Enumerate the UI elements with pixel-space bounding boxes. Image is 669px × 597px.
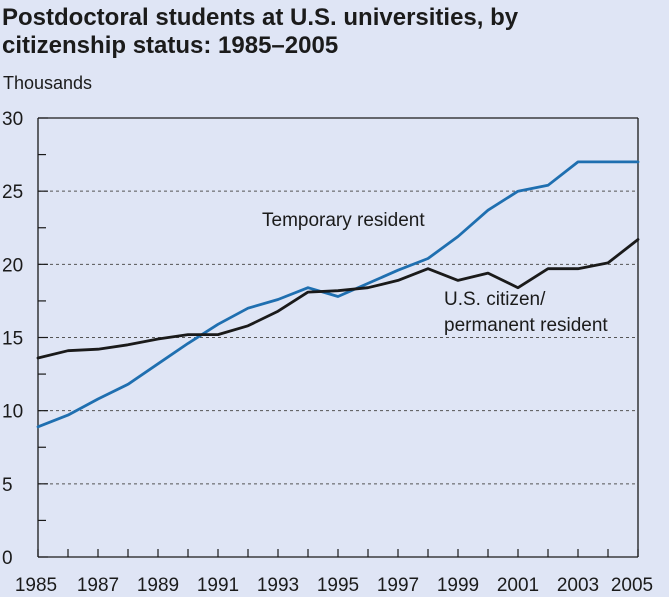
y-unit-label: Thousands (3, 73, 93, 93)
x-tick-label-1995: 1995 (317, 575, 359, 596)
series-annotation-temporary-resident-line-1: Temporary resident (262, 210, 425, 231)
y-tick-label-0: 0 (2, 548, 13, 569)
x-tick-label-2003: 2003 (557, 575, 599, 596)
x-tick-label-1999: 1999 (437, 575, 479, 596)
series-line-us-citizen-permanent-resident (36, 238, 640, 360)
axes (37, 117, 639, 558)
y-tick-label-5: 5 (2, 475, 13, 496)
chart-title: Postdoctoral students at U.S. universiti… (2, 4, 662, 60)
y-tick-label-10: 10 (2, 402, 23, 423)
x-tick-label-2001: 2001 (497, 575, 539, 596)
y-tick-label-30: 30 (2, 109, 23, 130)
series-annotations: Temporary resident U.S. citizen/permanent… (262, 210, 608, 336)
x-tick-label-1997: 1997 (377, 575, 419, 596)
grid-lines (38, 190, 638, 485)
y-tick-label-25: 25 (2, 182, 23, 203)
series-annotation-us-citizen-line-2: permanent resident (444, 315, 608, 336)
y-tick-label-20: 20 (2, 255, 23, 276)
x-tick-label-1985: 1985 (15, 575, 57, 596)
x-tick-label-1989: 1989 (137, 575, 179, 596)
chart-title-line-1: Postdoctoral students at U.S. universiti… (2, 4, 519, 31)
series-lines (36, 160, 640, 429)
series-line-temporary-resident (36, 160, 640, 429)
y-tick-label-15: 15 (2, 329, 23, 350)
x-tick-label-2005: 2005 (611, 575, 653, 596)
x-tick-label-1993: 1993 (257, 575, 299, 596)
series-annotation-us-citizen-line-1: U.S. citizen/ (444, 289, 546, 310)
chart-title-line-2: citizenship status: 1985–2005 (2, 32, 339, 59)
x-tick-label-1991: 1991 (197, 575, 239, 596)
x-tick-label-1987: 1987 (77, 575, 119, 596)
tick-labels: 0 5 10 15 20 25 30 1985 1987 1989 1991 1993 1995 1997… (2, 109, 653, 596)
